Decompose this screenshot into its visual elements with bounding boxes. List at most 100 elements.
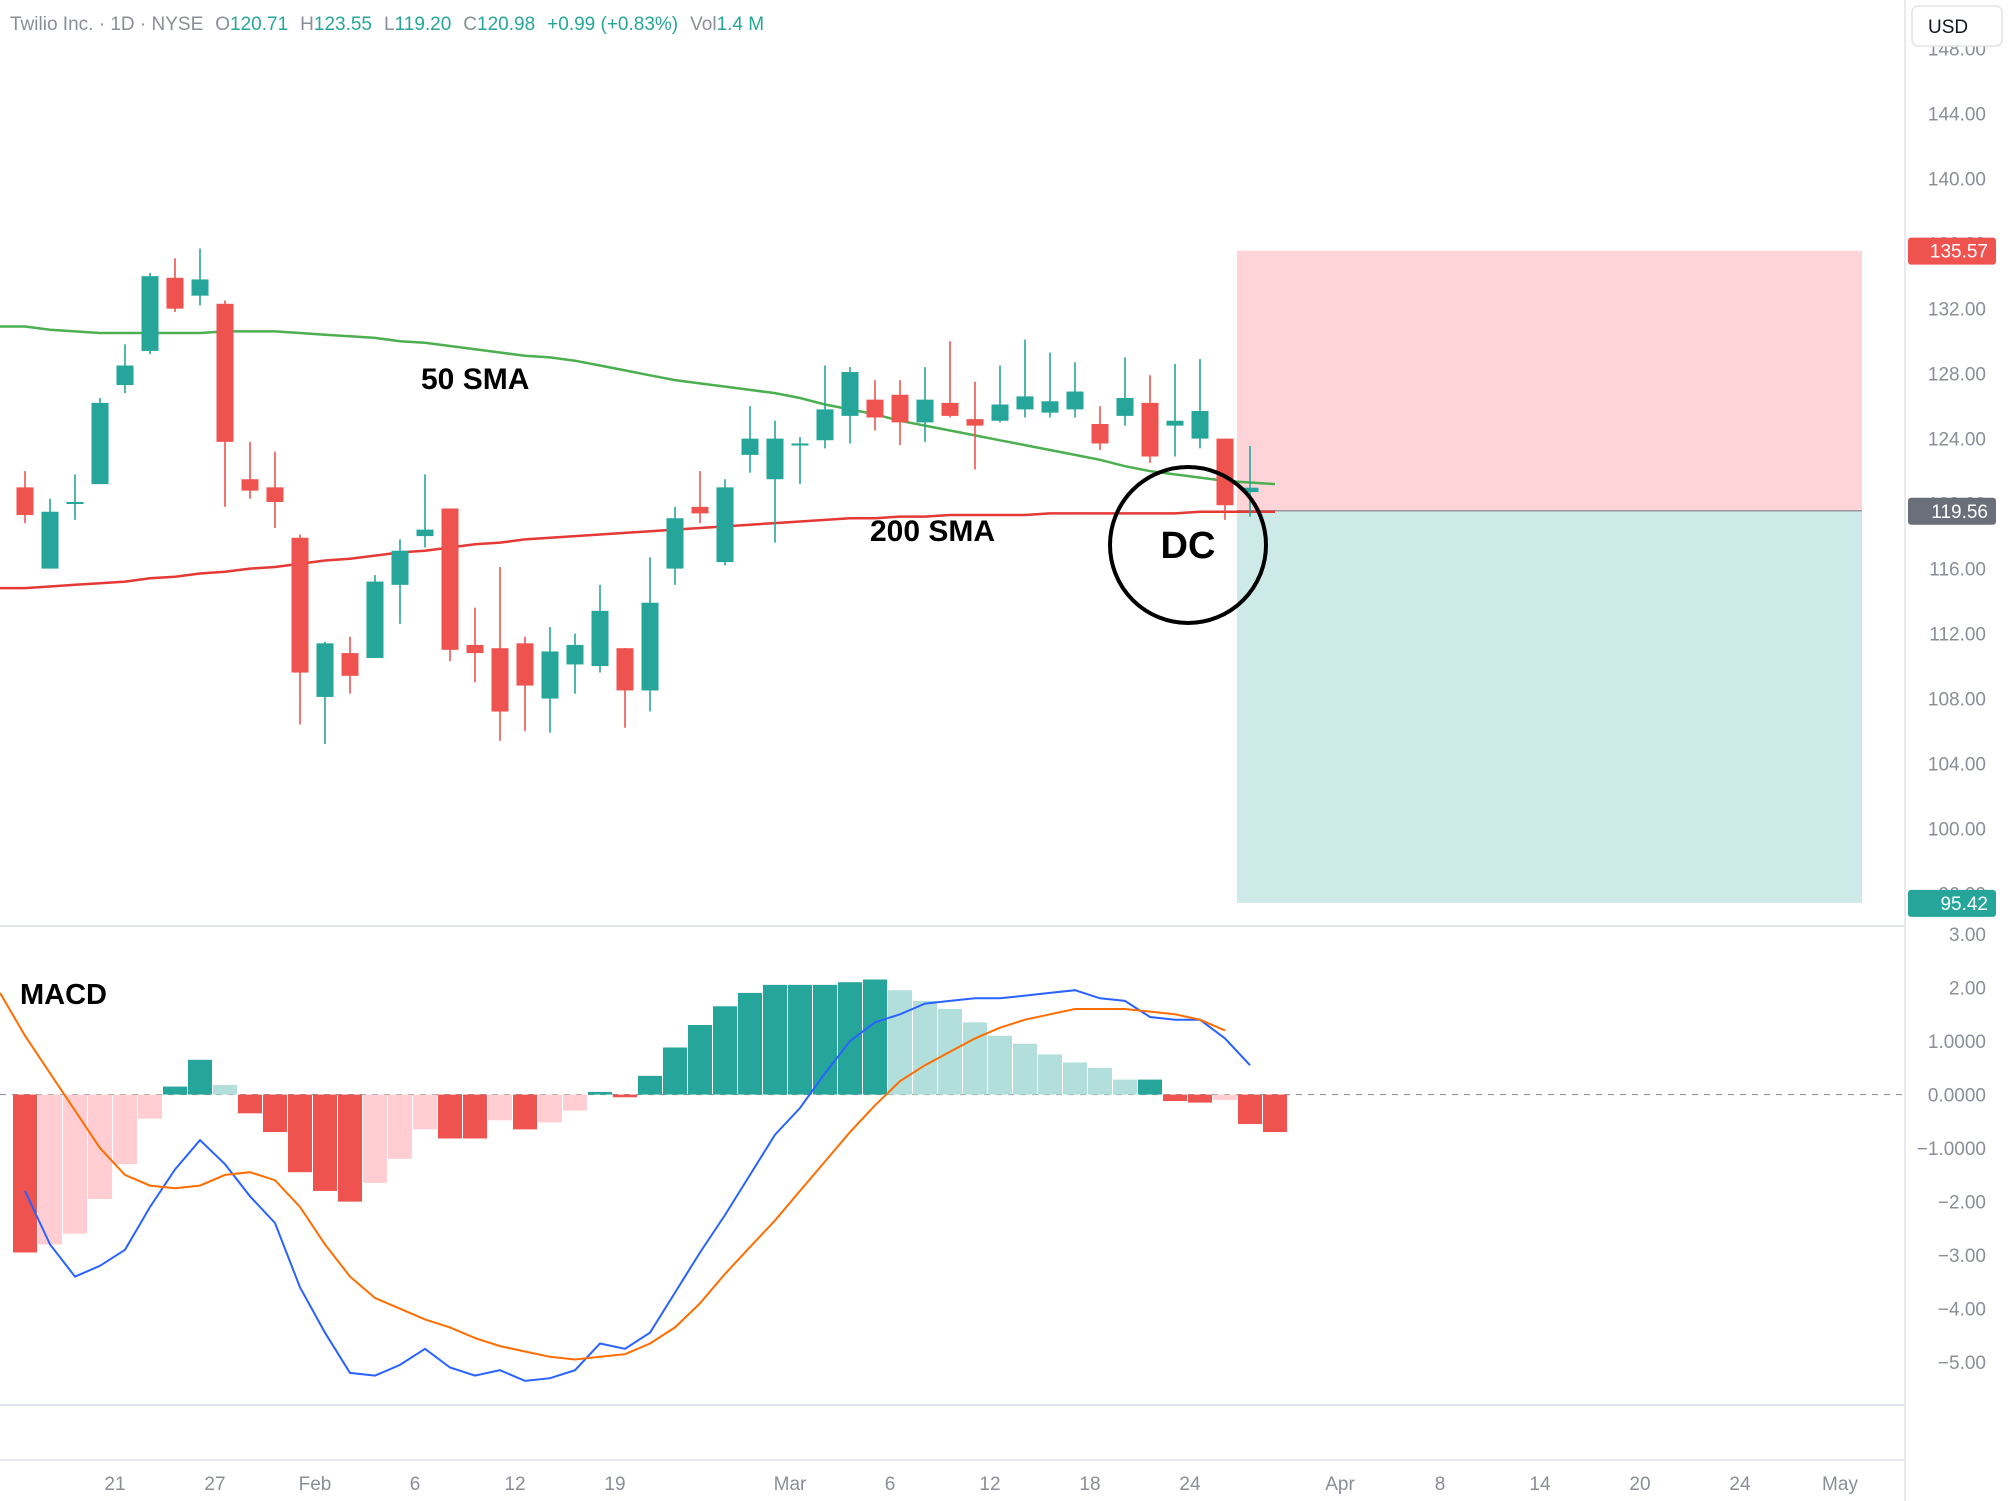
candle-body <box>241 479 259 491</box>
candle-body <box>66 501 84 504</box>
candle-body <box>816 409 834 441</box>
candle-body <box>1216 438 1234 506</box>
candle-body <box>641 602 659 691</box>
candle-body <box>1141 402 1159 457</box>
histogram-bar <box>613 1094 637 1098</box>
legend-open: 120.71 <box>230 14 288 35</box>
time-tick-label: 18 <box>1079 1474 1100 1495</box>
macd-title: MACD <box>20 979 107 1011</box>
target-price-tag-text: 95.42 <box>1940 894 1988 915</box>
candle-down <box>866 380 884 431</box>
candle-body <box>791 443 809 446</box>
signal-line <box>0 992 1226 1361</box>
histogram-bar <box>1238 1094 1262 1125</box>
candle-body <box>666 518 684 569</box>
legend-low: 119.20 <box>395 14 452 35</box>
candle-up <box>366 575 384 658</box>
candle-up <box>91 398 109 485</box>
currency-button[interactable]: USD <box>1911 5 2003 47</box>
histogram-bar <box>313 1094 337 1191</box>
candle-body <box>491 648 509 712</box>
sma200-label: 200 SMA <box>870 515 995 548</box>
target-price-tag-bg <box>1908 889 1996 917</box>
candle-body <box>16 487 34 515</box>
histogram-bar <box>588 1091 612 1095</box>
pattern-label: DC <box>1161 525 1216 567</box>
histogram-bar <box>1088 1067 1112 1095</box>
candle-up <box>816 365 834 449</box>
macd-tick-label: −3.00 <box>1938 1246 1986 1267</box>
price-axis[interactable]: 148.00144.00140.00136.00132.00128.00124.… <box>1928 40 1986 906</box>
entry-price-tag-bg <box>1908 497 1996 525</box>
candle-up <box>416 474 434 548</box>
histogram-bar <box>463 1094 487 1139</box>
candle-body <box>366 581 384 658</box>
candle-body <box>216 303 234 442</box>
time-tick-label: Apr <box>1325 1474 1355 1495</box>
time-axis[interactable]: 21 27 Feb 6 12 19 Mar 6 12 18 24 Apr 8 14 20 24 May <box>104 1474 1858 1495</box>
histogram-bar <box>213 1084 237 1095</box>
legend-vol: 1.4 M <box>717 14 765 35</box>
time-tick-label: May <box>1822 1474 1858 1495</box>
candle-up <box>1041 352 1059 418</box>
legend-symbol: Twilio Inc. <box>10 14 93 35</box>
price-tags: 135.57 119.56 95.42 <box>1908 237 1996 917</box>
candle-down <box>891 380 909 446</box>
candle-body <box>1041 401 1059 413</box>
legend-exchange: NYSE <box>152 14 204 35</box>
legend-close: 120.98 <box>477 14 535 35</box>
macd-histogram <box>13 979 1287 1253</box>
candle-body <box>591 610 609 667</box>
candle-up <box>716 479 734 566</box>
price-tick-label: 100.00 <box>1928 820 1986 841</box>
candle-up <box>791 437 809 485</box>
macd-tick-label: −4.00 <box>1938 1300 1986 1321</box>
legend-interval: 1D <box>110 14 134 35</box>
candle-body <box>566 644 584 665</box>
time-tick-label: Mar <box>774 1474 807 1495</box>
histogram-bar <box>1263 1094 1287 1133</box>
candle-up <box>1116 357 1134 426</box>
histogram-bar <box>1188 1094 1212 1103</box>
time-tick-label: 19 <box>604 1474 625 1495</box>
currency-label: USD <box>1928 17 1968 38</box>
time-tick-label: 14 <box>1529 1474 1551 1495</box>
time-tick-label: Feb <box>299 1474 332 1495</box>
macd-tick-label: −5.00 <box>1938 1353 1986 1374</box>
candle-body <box>741 438 759 455</box>
candle-body <box>891 394 909 423</box>
entry-price-tag: 119.56 <box>1908 497 1996 525</box>
stop-price-tag-bg <box>1908 237 1996 265</box>
candle-up <box>741 406 759 473</box>
macd-lines <box>0 989 1251 1382</box>
histogram-bar <box>388 1094 412 1159</box>
histogram-bar <box>263 1094 287 1133</box>
candle-body <box>1241 487 1259 493</box>
candle-up <box>116 344 134 394</box>
macd-axis[interactable]: 3.00 2.00 1.0000 0.0000 −1.0000 −2.00 −3.00 −4.… <box>1917 925 1986 1374</box>
price-tick-label: 112.00 <box>1929 625 1986 646</box>
histogram-bar <box>363 1094 387 1183</box>
candle-up <box>1016 339 1034 418</box>
histogram-bar <box>38 1094 62 1245</box>
candle-body <box>41 511 59 569</box>
candle-body <box>541 651 559 699</box>
candle-down <box>16 471 34 524</box>
histogram-bar <box>488 1094 512 1121</box>
candle-down <box>291 534 309 725</box>
entry-price-tag-text: 119.56 <box>1931 502 1988 523</box>
candle-body <box>316 643 334 697</box>
histogram-bar <box>538 1094 562 1123</box>
time-tick-label: 12 <box>504 1474 525 1495</box>
price-tick-label: 104.00 <box>1928 755 1986 776</box>
candle-down <box>691 471 709 524</box>
candle-body <box>841 372 859 416</box>
candle-up <box>1241 445 1259 517</box>
candle-body <box>916 399 934 423</box>
pattern-circle <box>1108 465 1268 625</box>
macd-tick-label: −2.00 <box>1938 1193 1986 1214</box>
histogram-bar <box>188 1059 212 1095</box>
histogram-bar <box>513 1094 537 1130</box>
target-price-tag: 95.42 <box>1908 889 1996 917</box>
